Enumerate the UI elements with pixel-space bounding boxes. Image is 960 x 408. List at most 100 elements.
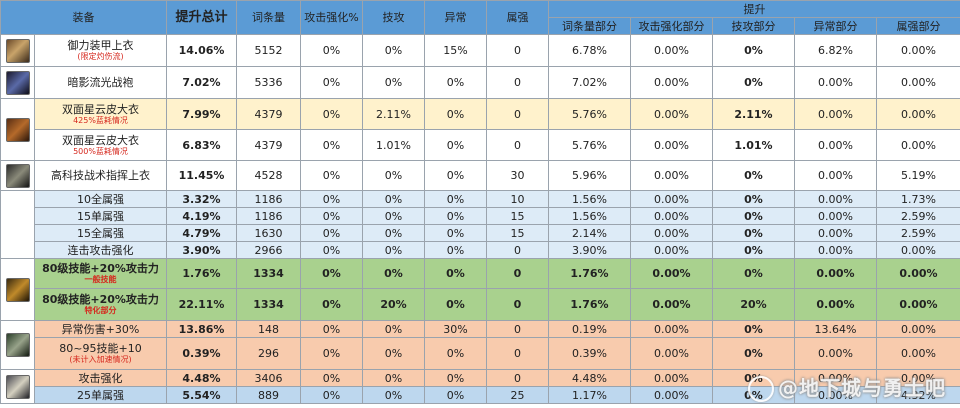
icon-cell (0, 190, 35, 259)
row-element: 0 (486, 34, 549, 67)
table-row: 高科技战术指挥上衣 11.45% 4528 0% 0% 0% 30 5.96% … (0, 160, 960, 191)
nebula-coat-icon (5, 117, 30, 142)
row-abnormal: 0% (424, 160, 487, 191)
row-skill-part: 0% (712, 207, 795, 225)
row-abnormal-part: 0.00% (794, 386, 877, 404)
row-total: 13.86% (166, 320, 237, 338)
row-abnormal: 0% (424, 386, 487, 404)
row-entries-part: 1.17% (548, 386, 631, 404)
row-name-text: 双面星云皮大衣 (62, 102, 139, 116)
row-abnormal: 0% (424, 369, 487, 387)
table-row: 暗影流光战袍 7.02% 5336 0% 0% 0% 0 7.02% 0.00%… (0, 66, 960, 99)
row-skill-part: 0% (712, 337, 795, 370)
tactical-coat-icon (5, 163, 30, 188)
silver-gear-icon (5, 374, 30, 399)
row-name: 高科技战术指挥上衣 (34, 160, 167, 191)
row-sub-text: (限定灼伤流) (77, 52, 124, 61)
header-boost: 提升 (547, 0, 960, 18)
row-sub-text: (未计入加速情况) (69, 355, 132, 364)
row-total: 4.48% (166, 369, 237, 387)
row-skill: 0% (362, 160, 425, 191)
icon-cell (0, 258, 35, 321)
row-element: 25 (486, 386, 549, 404)
row-atk: 0% (300, 190, 363, 208)
row-entries-part: 6.78% (548, 34, 631, 67)
row-name: 攻击强化 (34, 369, 167, 387)
row-entries: 1334 (236, 288, 301, 321)
row-atk-part: 0.00% (630, 160, 713, 191)
row-name: 异常伤害+30% (34, 320, 167, 338)
row-skill-part: 0% (712, 160, 795, 191)
row-sub-text: 500%蓝耗情况 (73, 146, 128, 156)
row-abnormal-part: 0.00% (794, 160, 877, 191)
row-name-text: 80~95技能+10 (59, 342, 142, 355)
row-skill: 20% (362, 288, 425, 321)
row-sub-text: 425%蓝耗情况 (73, 115, 128, 125)
row-atk: 0% (300, 207, 363, 225)
row-element: 0 (486, 129, 549, 161)
row-skill-part: 0% (712, 320, 795, 338)
row-element-part: 0.00% (875, 337, 960, 370)
row-element-part: 1.73% (875, 190, 960, 208)
row-entries-part: 0.19% (548, 320, 631, 338)
row-atk: 0% (300, 98, 363, 130)
row-atk: 0% (300, 386, 363, 404)
row-skill: 0% (362, 241, 425, 259)
row-name: 80级技能+20%攻击力 一般技能 (34, 258, 167, 289)
row-skill-part: 0% (712, 190, 795, 208)
table-row: 异常伤害+30% 13.86% 148 0% 0% 30% 0 0.19% 0.… (0, 320, 960, 370)
row-abnormal-part: 0.00% (794, 288, 877, 321)
row-element: 0 (486, 369, 549, 387)
header-skill-part: 技攻部分 (712, 17, 795, 35)
row-element-part: 0.00% (875, 241, 960, 259)
row-entries: 1630 (236, 224, 301, 242)
row-atk: 0% (300, 320, 363, 338)
row-element: 10 (486, 190, 549, 208)
header-atk-part: 攻击强化部分 (630, 17, 713, 35)
row-name: 双面星云皮大衣 500%蓝耗情况 (34, 129, 167, 161)
row-abnormal-part: 0.00% (794, 129, 877, 161)
row-abnormal: 0% (424, 224, 487, 242)
row-skill: 0% (362, 190, 425, 208)
row-name: 10全属强 (34, 190, 167, 208)
row-entries: 148 (236, 320, 301, 338)
row-atk: 0% (300, 66, 363, 99)
header-skill: 技攻 (362, 0, 425, 35)
row-abnormal: 0% (424, 207, 487, 225)
row-atk-part: 0.00% (630, 66, 713, 99)
row-abnormal-part: 0.00% (794, 66, 877, 99)
row-atk: 0% (300, 288, 363, 321)
table-row: 御力装甲上衣 (限定灼伤流) 14.06% 5152 0% 0% 15% 0 6.… (0, 34, 960, 67)
row-element: 0 (486, 66, 549, 99)
table-row: 连击攻击强化 3.90% 2966 0% 0% 0% 0 3.90% 0.00%… (1, 241, 960, 259)
row-atk-part: 0.00% (630, 190, 713, 208)
row-total: 6.83% (166, 129, 237, 161)
row-abnormal-part: 0.00% (794, 258, 877, 289)
row-atk: 0% (300, 34, 363, 67)
row-element: 15 (486, 207, 549, 225)
row-skill: 1.01% (362, 129, 425, 161)
header-element-part: 属强部分 (875, 17, 960, 35)
row-abnormal-part: 0.00% (794, 207, 877, 225)
row-total: 4.19% (166, 207, 237, 225)
row-abnormal-part: 0.00% (794, 224, 877, 242)
row-abnormal-part: 13.64% (794, 320, 877, 338)
table-row: 10全属强 3.32% 1186 0% 0% 0% 10 1.56% 0.00%… (0, 190, 960, 259)
row-atk-part: 0.00% (630, 241, 713, 259)
row-atk: 0% (300, 258, 363, 289)
row-total: 3.32% (166, 190, 237, 208)
row-abnormal: 0% (424, 66, 487, 99)
row-element: 30 (486, 160, 549, 191)
row-entries-part: 7.02% (548, 66, 631, 99)
row-entries: 1186 (236, 190, 301, 208)
row-element: 0 (486, 288, 549, 321)
row-abnormal-part: 0.00% (794, 369, 877, 387)
row-total: 0.39% (166, 337, 237, 370)
row-abnormal: 30% (424, 320, 487, 338)
row-atk-part: 0.00% (630, 386, 713, 404)
row-entries: 4379 (236, 129, 301, 161)
gold-gear-icon (5, 277, 30, 302)
row-abnormal-part: 0.00% (794, 98, 877, 130)
row-element-part: 4.32% (875, 386, 960, 404)
